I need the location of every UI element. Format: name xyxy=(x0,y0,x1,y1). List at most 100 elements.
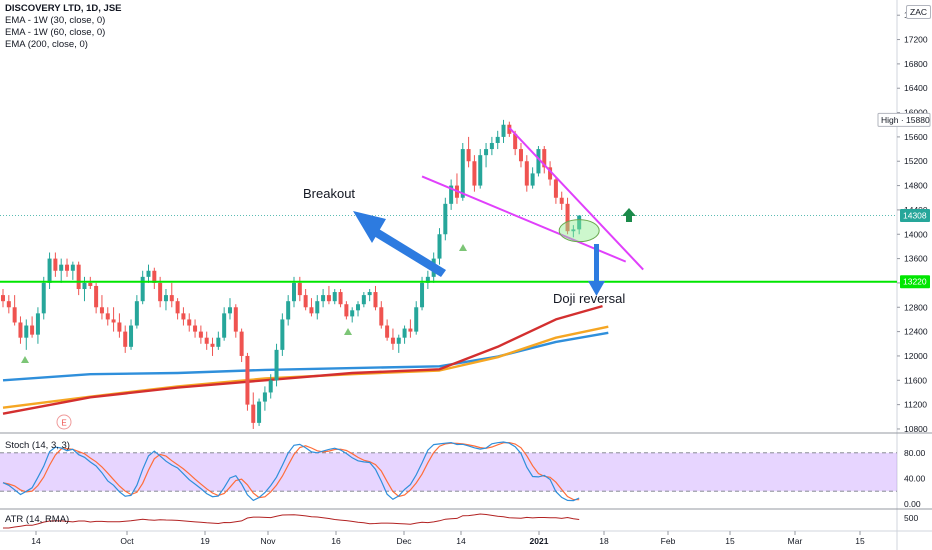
candle-body xyxy=(210,343,215,347)
candle xyxy=(472,155,477,192)
time-tick-label: Oct xyxy=(120,536,134,546)
candle-body xyxy=(536,149,541,174)
time-tick-label: 15 xyxy=(855,536,865,546)
candle-body xyxy=(227,307,232,314)
candle-body xyxy=(146,270,151,277)
stoch-band xyxy=(0,452,897,492)
candle xyxy=(530,167,535,189)
candle-body xyxy=(257,401,262,423)
candle-body xyxy=(65,264,70,271)
candle-body xyxy=(332,292,337,302)
breakout-arrow-head xyxy=(353,211,386,243)
candle-body xyxy=(216,337,221,347)
candle xyxy=(30,316,35,338)
atr-tick-label: 500 xyxy=(904,513,918,523)
price-tick-label: 14800 xyxy=(904,181,928,191)
signal-triangle xyxy=(459,244,467,251)
candle xyxy=(152,267,157,290)
candle-body xyxy=(315,301,320,314)
candle xyxy=(390,328,395,350)
candle-body xyxy=(373,292,378,308)
candle xyxy=(117,313,122,338)
candle-body xyxy=(553,179,558,198)
candle xyxy=(88,276,93,290)
candle xyxy=(315,295,320,320)
candle-body xyxy=(76,264,81,290)
price-tick-label: 17200 xyxy=(904,35,928,45)
candle xyxy=(425,270,430,290)
candle-body xyxy=(321,295,326,302)
candle xyxy=(24,319,29,350)
signal-triangle xyxy=(344,328,352,335)
price-tick-label: 16400 xyxy=(904,83,928,93)
candle-body xyxy=(326,295,331,302)
candle xyxy=(280,313,285,356)
candle xyxy=(309,298,314,317)
earnings-marker xyxy=(56,414,72,430)
candle xyxy=(559,191,564,210)
price-badge-label: High · 15880 xyxy=(881,115,930,125)
stoch-pane-label: Stoch (14, 3, 3) xyxy=(5,440,70,451)
candle xyxy=(222,307,227,341)
candle-body xyxy=(245,355,250,405)
candle xyxy=(262,386,267,411)
candle-body xyxy=(239,331,244,356)
stoch-k-line xyxy=(2,441,580,502)
candle xyxy=(216,331,221,350)
stoch-tick-label: 80.00 xyxy=(904,448,926,458)
candle-body xyxy=(414,307,419,332)
candle xyxy=(94,282,99,314)
candle-body xyxy=(233,307,238,332)
candle xyxy=(577,215,582,235)
legend-ema30: EMA - 1W (30, close, 0) xyxy=(5,15,106,26)
candle xyxy=(210,337,215,356)
candle-body xyxy=(286,301,291,320)
candle xyxy=(169,282,174,308)
candle xyxy=(198,325,203,344)
time-tick-label: 16 xyxy=(331,536,341,546)
candle xyxy=(443,197,448,241)
candle xyxy=(379,301,384,329)
price-tick-label: 11600 xyxy=(904,375,927,385)
candle-body xyxy=(408,328,413,332)
time-tick-label: Dec xyxy=(396,536,412,546)
candle xyxy=(501,119,506,143)
candle-body xyxy=(420,282,425,308)
currency-badge: ZAC xyxy=(906,5,931,19)
candle-body xyxy=(524,161,529,186)
price-badge-label: 13220 xyxy=(903,277,927,287)
candle-body xyxy=(303,295,308,308)
candle xyxy=(187,313,192,332)
candle xyxy=(105,307,110,326)
candle xyxy=(65,258,70,277)
candle xyxy=(193,319,198,338)
candle xyxy=(332,289,337,305)
time-tick-label: 2021 xyxy=(530,536,549,546)
chart-title: DISCOVERY LTD, 1D, JSE xyxy=(5,3,122,14)
candle xyxy=(402,325,407,344)
candle xyxy=(233,304,238,338)
candle xyxy=(99,295,104,320)
candle xyxy=(338,289,343,308)
atr-pane-label: ATR (14, RMA) xyxy=(5,514,70,525)
candle-body xyxy=(297,282,302,296)
time-tick-label: 19 xyxy=(200,536,210,546)
candle-body xyxy=(379,307,384,326)
doji-highlight xyxy=(558,219,600,243)
candle xyxy=(414,301,419,335)
candle-body xyxy=(169,295,174,302)
candle xyxy=(245,352,250,411)
candle-body xyxy=(140,276,145,302)
candle-body xyxy=(460,149,465,198)
price-tick-label: 16000 xyxy=(904,108,928,118)
price-tick-label: 16800 xyxy=(904,59,928,69)
candle-body xyxy=(565,203,570,232)
candle xyxy=(484,142,489,168)
candle-body xyxy=(507,124,512,134)
candle-body xyxy=(449,185,454,204)
stoch-tick-label: 0.00 xyxy=(904,499,921,509)
candle-body xyxy=(338,292,343,305)
price-tick-label: 15200 xyxy=(904,156,928,166)
candle xyxy=(181,307,186,326)
